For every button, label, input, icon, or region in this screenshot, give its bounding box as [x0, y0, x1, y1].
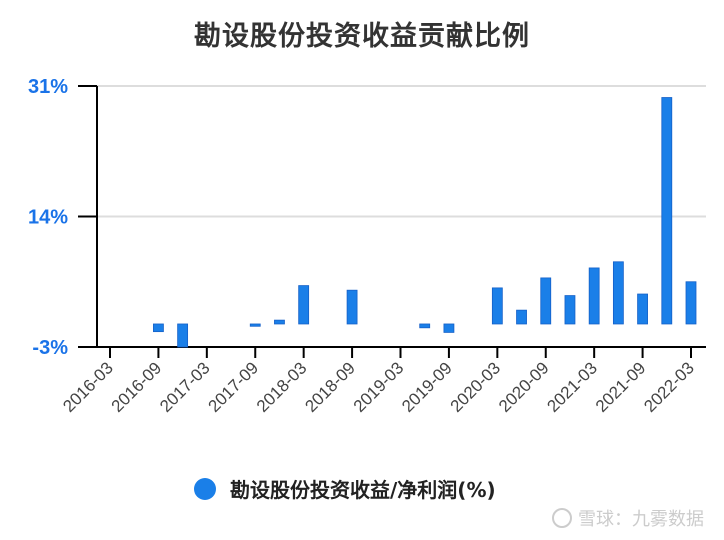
- y-tick-label: 31%: [28, 76, 68, 98]
- watermark: 雪球：九雾数据: [552, 505, 704, 531]
- xueqiu-logo-icon: [552, 508, 572, 528]
- legend-marker-icon: [194, 477, 216, 500]
- x-tick-label: 2021-03: [543, 358, 601, 416]
- bar[interactable]: [588, 267, 600, 325]
- bar[interactable]: [516, 309, 527, 325]
- bar[interactable]: [564, 295, 576, 325]
- bar[interactable]: [685, 281, 697, 325]
- watermark-text: 雪球：九雾数据: [578, 509, 704, 530]
- bar[interactable]: [443, 323, 455, 333]
- x-tick-label: 2020-03: [447, 358, 505, 416]
- x-tick-label: 2018-09: [301, 358, 359, 416]
- bar[interactable]: [177, 323, 189, 348]
- bar[interactable]: [612, 261, 624, 325]
- bar-chart: 31%14%-3%2016-032016-092017-032017-09201…: [28, 76, 706, 416]
- bar[interactable]: [274, 319, 285, 325]
- bar[interactable]: [637, 293, 648, 325]
- x-tick-label: 2019-03: [350, 358, 408, 416]
- x-tick-label: 2022-03: [640, 358, 698, 416]
- y-tick-label: -3%: [32, 337, 68, 359]
- bar[interactable]: [661, 97, 673, 325]
- x-tick-label: 2019-09: [398, 358, 456, 416]
- y-tick-label: 14%: [28, 207, 68, 229]
- bar[interactable]: [491, 287, 503, 325]
- bar[interactable]: [153, 323, 164, 333]
- x-tick-label: 2020-09: [495, 358, 553, 416]
- bar[interactable]: [540, 277, 552, 325]
- bar[interactable]: [298, 285, 310, 325]
- x-tick-label: 2017-09: [205, 358, 263, 416]
- x-tick-label: 2016-03: [59, 358, 117, 416]
- x-tick-label: 2018-03: [253, 358, 311, 416]
- x-tick-label: 2017-03: [156, 358, 214, 416]
- legend-label: 勘设股份投资收益/净利润(%): [230, 478, 496, 502]
- bar[interactable]: [419, 323, 431, 329]
- chart-title: 勘设股份投资收益贡献比例: [194, 21, 530, 52]
- legend[interactable]: 勘设股份投资收益/净利润(%): [194, 474, 496, 503]
- x-tick-label: 2021-09: [592, 358, 650, 416]
- bar[interactable]: [346, 289, 358, 325]
- bar[interactable]: [249, 323, 261, 327]
- x-tick-label: 2016-09: [108, 358, 166, 416]
